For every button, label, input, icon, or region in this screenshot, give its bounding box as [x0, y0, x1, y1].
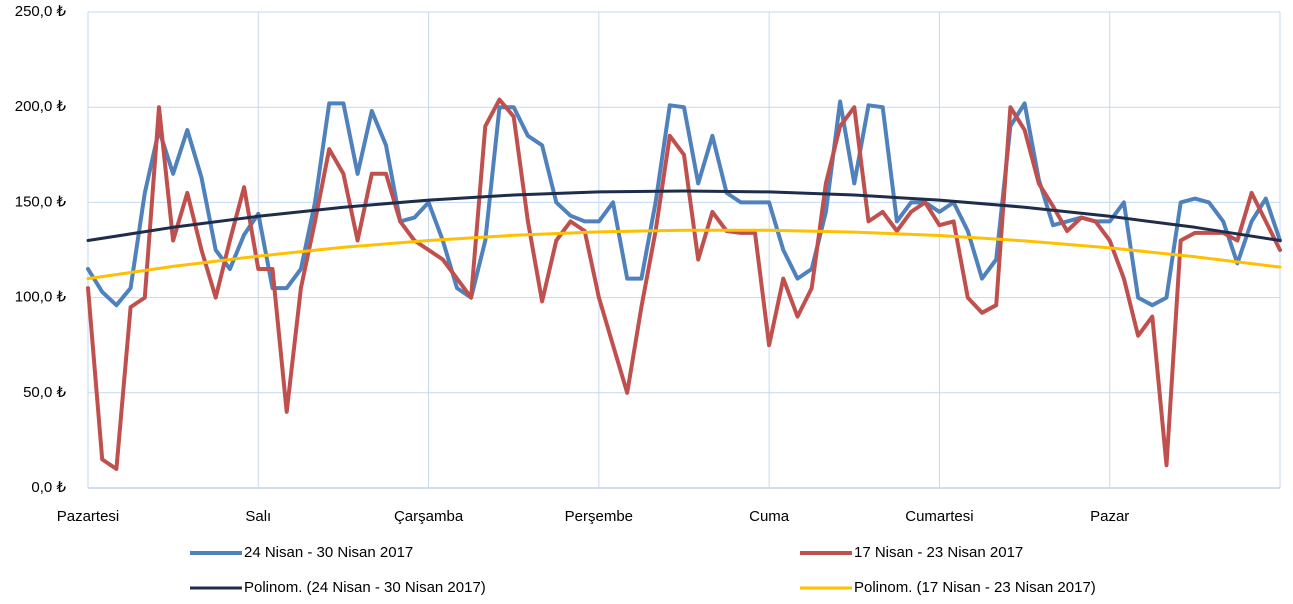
- x-tick-label: Cumartesi: [905, 508, 973, 525]
- line: [86, 99, 1282, 308]
- x-tick-label: Perşembe: [565, 508, 633, 525]
- y-tick-label: 50,0 ₺: [23, 384, 66, 401]
- x-tick-label: Pazartesi: [57, 508, 120, 525]
- legend-label: 24 Nisan - 30 Nisan 2017: [244, 544, 413, 561]
- x-tick-label: Cuma: [749, 508, 790, 525]
- y-tick-label: 100,0 ₺: [15, 289, 67, 306]
- x-tick-label: Salı: [245, 508, 271, 525]
- x-tick-label: Pazar: [1090, 508, 1129, 525]
- y-tick-label: 200,0 ₺: [15, 98, 67, 115]
- legend-label: 17 Nisan - 23 Nisan 2017: [854, 544, 1023, 561]
- y-tick-label: 250,0 ₺: [15, 3, 67, 20]
- x-tick-label: Çarşamba: [394, 508, 464, 525]
- trend-line: [86, 189, 1282, 242]
- line: [86, 97, 1282, 471]
- legend-label: Polinom. (24 Nisan - 30 Nisan 2017): [244, 579, 486, 596]
- legend-label: Polinom. (17 Nisan - 23 Nisan 2017): [854, 579, 1096, 596]
- y-tick-label: 0,0 ₺: [31, 479, 66, 496]
- y-tick-label: 150,0 ₺: [15, 193, 67, 210]
- trend-line: [86, 228, 1282, 281]
